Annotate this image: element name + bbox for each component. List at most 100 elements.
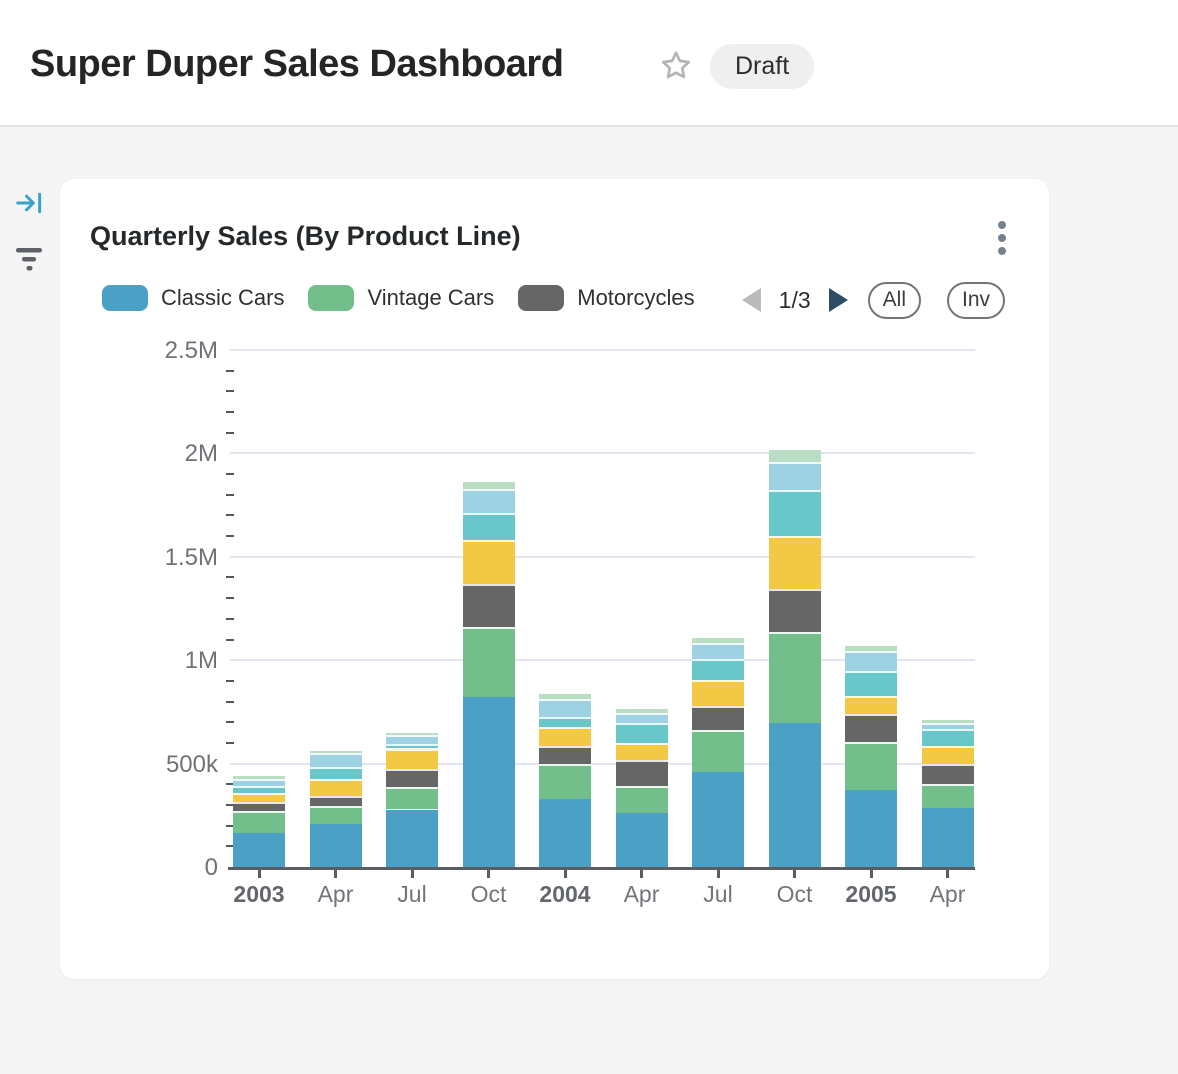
bar-segment-motorcycles[interactable]	[539, 746, 591, 765]
y-minor-tick	[226, 473, 234, 476]
bar-segment-series-6-legend-page-2-light-blue[interactable]	[462, 489, 515, 514]
bar-segment-classic-cars[interactable]	[386, 809, 438, 867]
bar-segment-vintage-cars[interactable]	[309, 805, 362, 824]
bar-segment-motorcycles[interactable]	[921, 763, 974, 784]
y-minor-tick	[226, 700, 234, 703]
bar-segment-series-5-legend-page-2-teal[interactable]	[921, 729, 974, 746]
bar-segment-vintage-cars[interactable]	[845, 741, 897, 791]
bar-segment-series-7-legend-page-3-pale-green[interactable]	[615, 709, 668, 713]
bar-segment-series-6-legend-page-2-light-blue[interactable]	[615, 712, 668, 724]
bar-segment-series-7-legend-page-3-pale-green[interactable]	[845, 646, 897, 652]
bar-segment-classic-cars[interactable]	[309, 823, 362, 867]
page-title: Super Duper Sales Dashboard	[30, 43, 564, 85]
bar-segment-series-4-legend-page-2-yellow[interactable]	[921, 745, 974, 764]
legend-item-motorcycles[interactable]: Motorcycles	[518, 285, 695, 311]
legend-item-vintage-cars[interactable]: Vintage Cars	[308, 285, 494, 311]
bar-segment-series-4-legend-page-2-yellow[interactable]	[845, 696, 897, 715]
bar-segment-series-6-legend-page-2-light-blue[interactable]	[692, 642, 744, 660]
bar-segment-series-7-legend-page-3-pale-green[interactable]	[386, 732, 438, 736]
bar-segment-series-5-legend-page-2-teal[interactable]	[768, 490, 821, 537]
bar-segment-vintage-cars[interactable]	[615, 785, 668, 813]
bar-segment-series-6-legend-page-2-light-blue[interactable]	[768, 462, 821, 490]
bar-segment-series-4-legend-page-2-yellow[interactable]	[386, 748, 438, 770]
bar-segment-series-4-legend-page-2-yellow[interactable]	[768, 536, 821, 590]
x-axis-tick	[257, 870, 261, 878]
bar-segment-series-7-legend-page-3-pale-green[interactable]	[309, 750, 362, 754]
bar-segment-classic-cars[interactable]	[692, 771, 744, 867]
bar-segment-classic-cars[interactable]	[539, 798, 591, 867]
y-minor-tick	[226, 617, 234, 620]
legend-prev-page-icon[interactable]	[741, 288, 761, 312]
bar-segment-series-4-legend-page-2-yellow[interactable]	[539, 726, 591, 746]
y-minor-tick	[226, 741, 234, 744]
bar-segment-series-5-legend-page-2-teal[interactable]	[462, 513, 515, 541]
y-gridline	[230, 452, 975, 455]
filter-icon[interactable]	[13, 245, 45, 278]
bar-segment-series-5-legend-page-2-teal[interactable]	[233, 785, 285, 794]
bar-segment-series-4-legend-page-2-yellow[interactable]	[692, 680, 744, 707]
bar-segment-series-4-legend-page-2-yellow[interactable]	[233, 793, 285, 803]
bar-segment-series-5-legend-page-2-teal[interactable]	[615, 723, 668, 743]
bar-segment-series-5-legend-page-2-teal[interactable]	[386, 743, 438, 749]
x-axis-tick	[563, 870, 567, 878]
bar-segment-series-7-legend-page-3-pale-green[interactable]	[768, 449, 821, 463]
x-axis-tick	[793, 870, 796, 878]
x-axis-tick	[640, 870, 643, 878]
bar-segment-motorcycles[interactable]	[462, 584, 515, 627]
bar-segment-motorcycles[interactable]	[845, 714, 897, 742]
bar-segment-motorcycles[interactable]	[233, 802, 285, 811]
bar-segment-classic-cars[interactable]	[845, 790, 897, 867]
bar-segment-series-6-legend-page-2-light-blue[interactable]	[233, 778, 285, 786]
bar-segment-series-7-legend-page-3-pale-green[interactable]	[692, 638, 744, 643]
legend-next-page-icon[interactable]	[828, 288, 848, 312]
y-minor-tick	[226, 845, 234, 848]
bar-segment-classic-cars[interactable]	[462, 696, 515, 867]
bar-segment-classic-cars[interactable]	[233, 833, 285, 867]
bar-segment-series-7-legend-page-3-pale-green[interactable]	[921, 719, 974, 723]
x-axis-tick	[334, 870, 337, 878]
bar-segment-series-7-legend-page-3-pale-green[interactable]	[539, 694, 591, 700]
y-gridline	[230, 555, 975, 558]
bar-segment-vintage-cars[interactable]	[386, 786, 438, 810]
bar-segment-motorcycles[interactable]	[768, 589, 821, 632]
bar-segment-series-4-legend-page-2-yellow[interactable]	[309, 779, 362, 797]
collapse-panel-icon[interactable]	[14, 188, 44, 223]
bar-segment-series-6-legend-page-2-light-blue[interactable]	[309, 753, 362, 767]
bar-segment-series-6-legend-page-2-light-blue[interactable]	[921, 722, 974, 730]
x-axis-label: 2004	[539, 881, 591, 907]
bar-segment-series-5-legend-page-2-teal[interactable]	[309, 766, 362, 780]
bar-segment-series-6-legend-page-2-light-blue[interactable]	[845, 651, 897, 672]
bar-segment-vintage-cars[interactable]	[462, 626, 515, 697]
bar-segment-motorcycles[interactable]	[615, 760, 668, 786]
legend-invert-button[interactable]: Inv	[946, 281, 1005, 319]
bar-segment-series-6-legend-page-2-light-blue[interactable]	[386, 735, 438, 744]
bar-segment-classic-cars[interactable]	[768, 723, 821, 867]
bar-segment-vintage-cars[interactable]	[233, 810, 285, 834]
bar-segment-series-4-legend-page-2-yellow[interactable]	[462, 540, 515, 585]
bar-segment-vintage-cars[interactable]	[921, 783, 974, 808]
bar-segment-series-4-legend-page-2-yellow[interactable]	[615, 742, 668, 761]
bar-segment-motorcycles[interactable]	[386, 769, 438, 787]
legend-select-all-button[interactable]: All	[867, 281, 921, 319]
bar-segment-motorcycles[interactable]	[692, 706, 744, 731]
legend-controls: 1/3 All Inv	[741, 281, 1005, 319]
favorite-star-icon[interactable]	[658, 48, 694, 84]
bar-segment-motorcycles[interactable]	[309, 796, 362, 806]
bar-segment-series-7-legend-page-3-pale-green[interactable]	[462, 482, 515, 490]
bar-segment-classic-cars[interactable]	[921, 807, 974, 867]
bar-segment-vintage-cars[interactable]	[768, 631, 821, 724]
bar-segment-classic-cars[interactable]	[615, 813, 668, 867]
bar-segment-series-5-legend-page-2-teal[interactable]	[845, 671, 897, 697]
bar-segment-series-6-legend-page-2-light-blue[interactable]	[539, 699, 591, 717]
bar-segment-vintage-cars[interactable]	[692, 730, 744, 772]
bar-segment-series-5-legend-page-2-teal[interactable]	[692, 659, 744, 681]
bar-segment-series-7-legend-page-3-pale-green[interactable]	[233, 775, 285, 779]
x-axis-label: Apr	[929, 881, 966, 907]
bar-segment-series-5-legend-page-2-teal[interactable]	[539, 716, 591, 727]
bar-segment-vintage-cars[interactable]	[539, 764, 591, 799]
legend-item-classic-cars[interactable]: Classic Cars	[102, 285, 284, 311]
card-menu-kebab-icon[interactable]	[990, 217, 1014, 259]
y-minor-tick	[226, 638, 234, 641]
x-axis-label: 2005	[845, 881, 897, 907]
y-axis-label: 500k	[165, 750, 218, 778]
